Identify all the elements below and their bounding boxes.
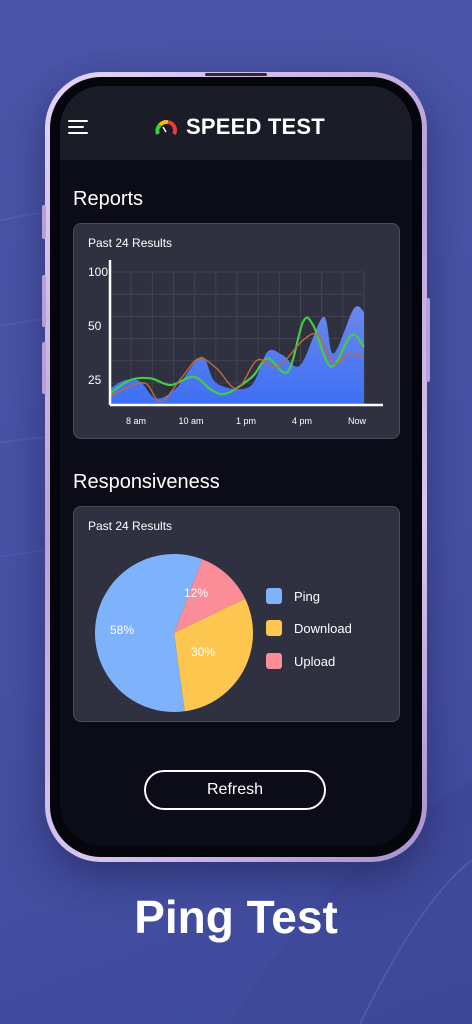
pie-slice-upload	[174, 559, 246, 633]
responsiveness-title: Responsiveness	[73, 471, 220, 493]
pie-label-download: 30%	[191, 645, 215, 659]
reports-subtitle: Past 24 Results	[88, 236, 173, 250]
y-tick-label: 25	[88, 373, 102, 387]
y-tick-label: 50	[88, 319, 102, 333]
y-tick-label: 100	[88, 265, 108, 279]
page-caption: Ping Test	[134, 891, 338, 943]
green-series-line	[109, 316, 365, 396]
responsiveness-subtitle: Past 24 Results	[88, 519, 173, 533]
reports-title: Reports	[73, 188, 144, 210]
area-series-fill	[110, 306, 364, 405]
app-title: SPEED TEST	[186, 114, 325, 139]
legend-swatch-upload	[266, 653, 282, 669]
phone-volume-down	[42, 342, 46, 394]
reports-card: Past 24 Results 25 50 100 8 am 10 am 1 pm 4 pm…	[73, 223, 400, 439]
refresh-button[interactable]: Refresh	[144, 770, 326, 810]
legend-swatch-ping	[266, 588, 282, 604]
responsiveness-pie-chart: 12% 30% 58%	[95, 554, 253, 712]
pie-slice-ping	[95, 554, 203, 712]
phone-power-button	[426, 298, 430, 382]
legend-label-ping: Ping	[294, 589, 321, 604]
phone-side-button	[42, 205, 46, 239]
legend-label-download: Download	[294, 621, 352, 636]
speedometer-logo-icon	[155, 120, 177, 135]
pie-label-ping: 58%	[110, 623, 134, 637]
top-bar: SPEED TEST	[60, 86, 412, 160]
x-tick-label: 8 am	[126, 416, 146, 426]
app-screen: SPEED TEST Reports Past 24 Results 25 50 1…	[60, 86, 412, 846]
reports-area-chart: 25 50 100 8 am 10 am 1 pm 4 pm Now	[88, 260, 383, 426]
pie-label-upload: 12%	[184, 586, 208, 600]
x-tick-label: 4 pm	[292, 416, 312, 426]
x-tick-label: 1 pm	[236, 416, 256, 426]
responsiveness-card: Past 24 Results 12% 30% 58% Ping Download …	[73, 506, 400, 722]
legend-label-upload: Upload	[294, 654, 336, 669]
legend-swatch-download	[266, 620, 282, 636]
x-tick-label: Now	[348, 416, 367, 426]
phone-volume-up	[42, 275, 46, 327]
pie-slice-download	[174, 598, 253, 712]
menu-icon[interactable]	[68, 120, 88, 134]
orange-series-line	[109, 332, 365, 403]
x-tick-label: 10 am	[178, 416, 203, 426]
speaker-slit	[205, 73, 267, 76]
